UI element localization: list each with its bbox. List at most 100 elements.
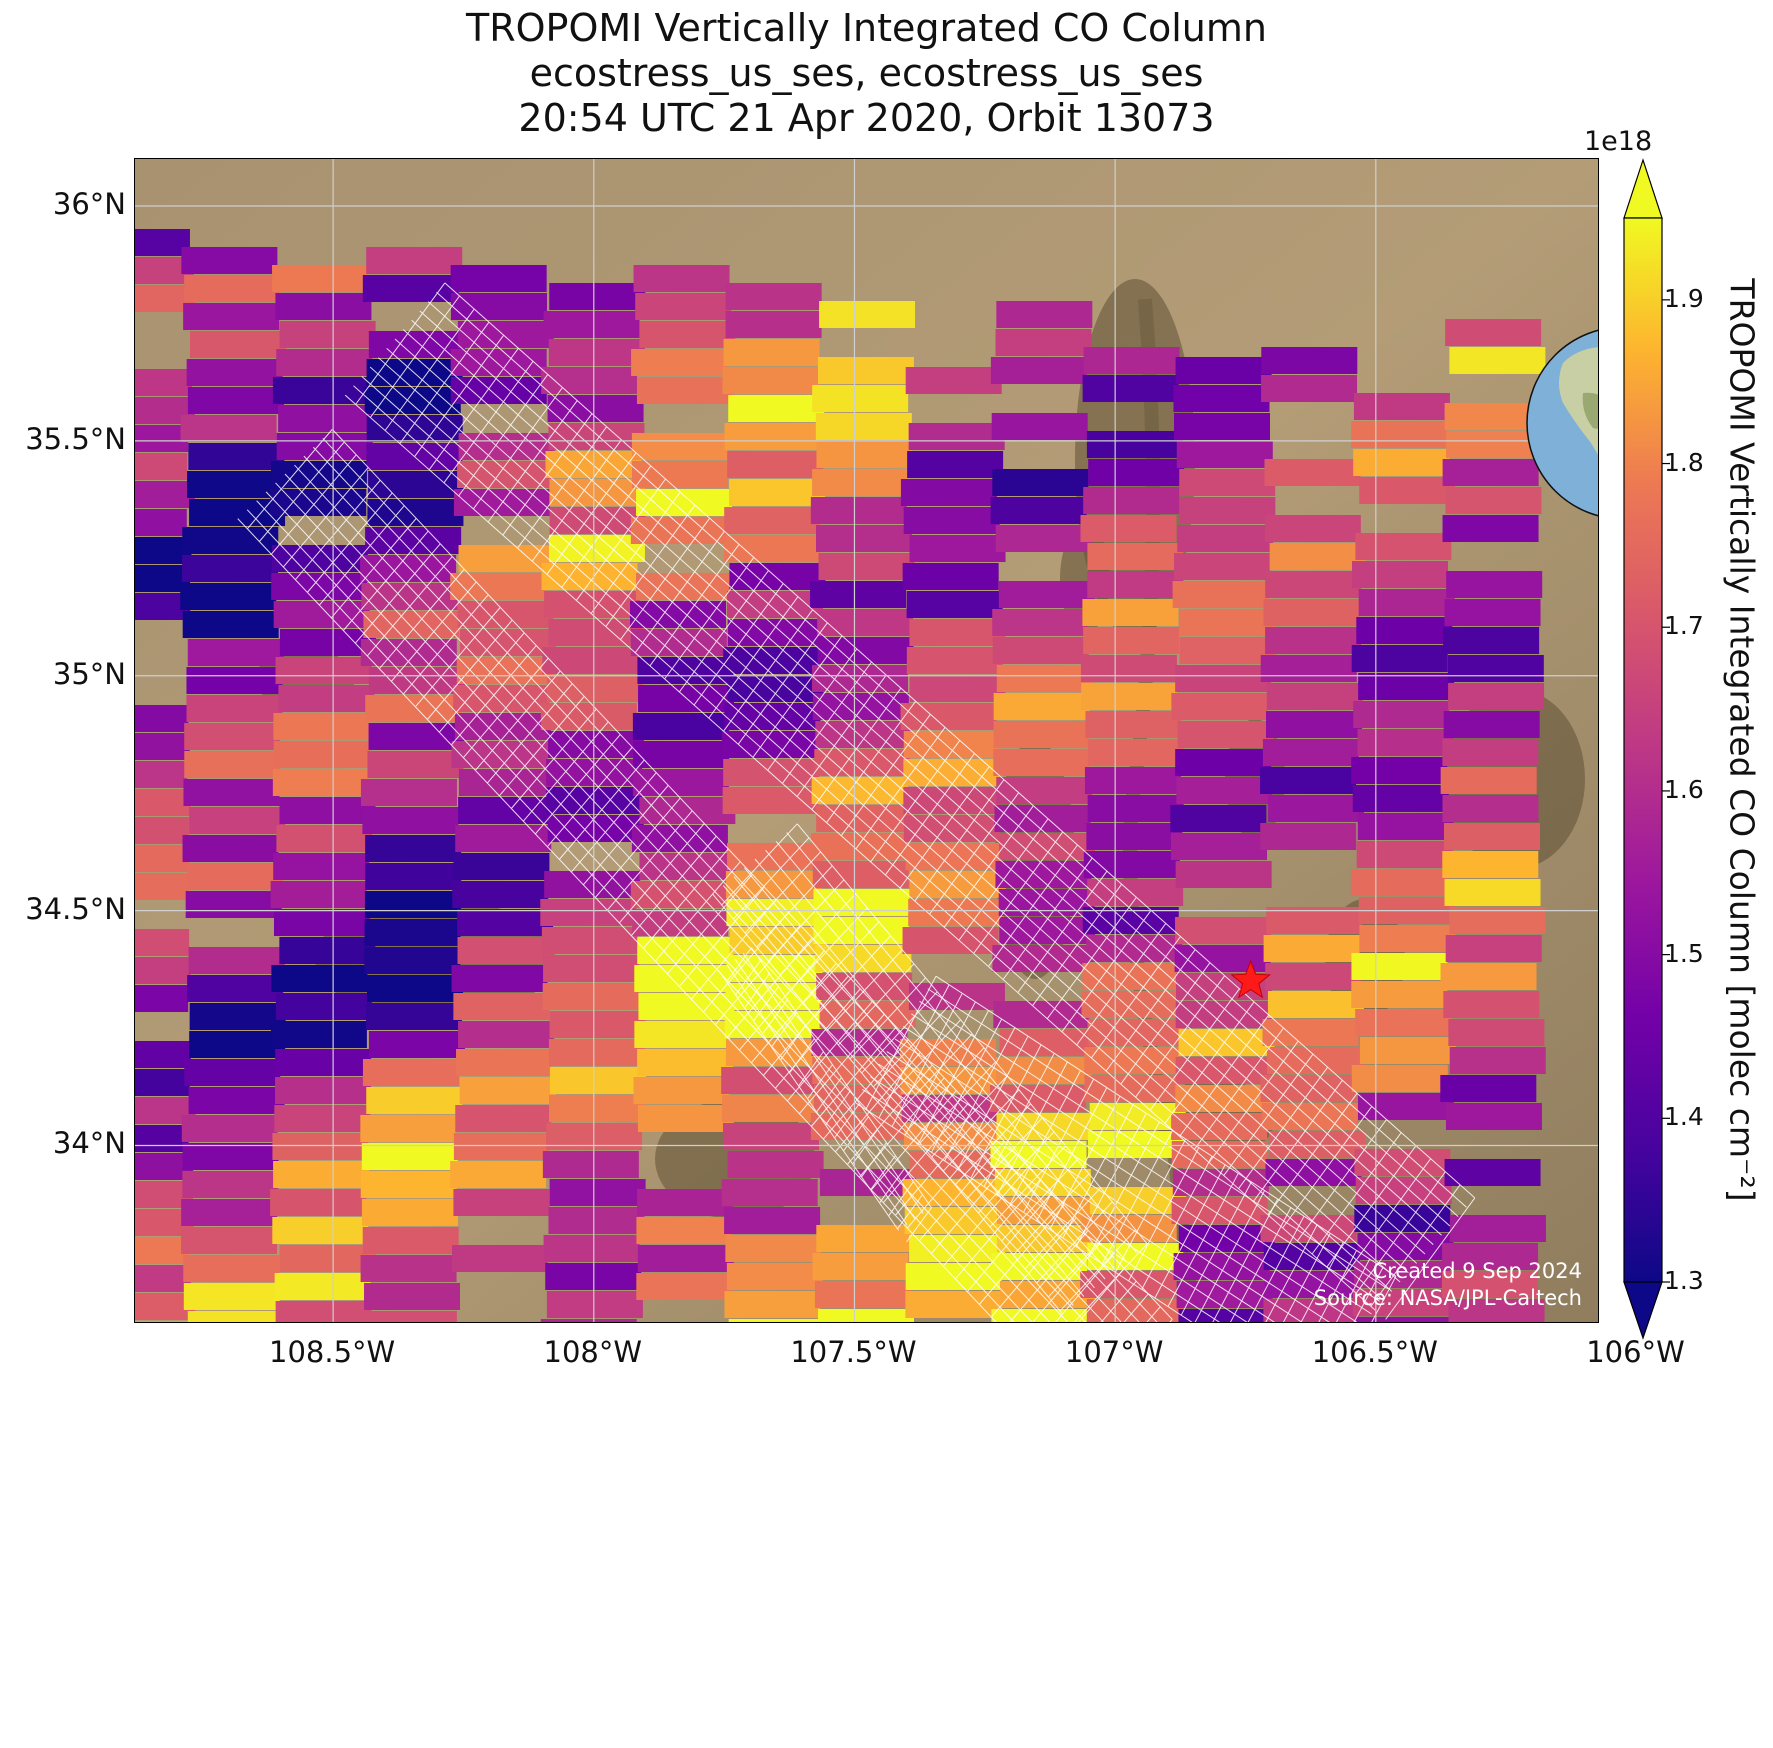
co-pixel — [360, 1171, 457, 1198]
colorbar-exponent: 1e18 — [1584, 126, 1653, 157]
co-pixel — [458, 797, 555, 824]
source-credit: Source: NASA/JPL-Caltech — [1313, 1286, 1582, 1310]
co-pixel — [819, 1001, 916, 1028]
co-pixel — [1356, 841, 1453, 868]
co-pixel — [1444, 599, 1541, 626]
colorbar-tick-label: 1.8 — [1664, 447, 1704, 477]
co-pixel — [819, 301, 916, 328]
swath-grid-line — [902, 1026, 1358, 1322]
co-pixel — [1357, 813, 1454, 840]
co-pixel — [727, 451, 824, 478]
co-pixel — [725, 311, 822, 338]
co-pixel — [1358, 1093, 1455, 1120]
co-pixel — [1359, 477, 1456, 504]
co-pixel — [547, 731, 644, 758]
co-pixel — [183, 1255, 280, 1282]
co-pixel — [366, 415, 463, 442]
ecostress-swath — [712, 823, 1148, 1322]
co-pixel — [186, 695, 283, 722]
co-pixel — [279, 797, 376, 824]
co-pixel — [1088, 459, 1185, 486]
co-pixel — [998, 581, 1095, 608]
co-pixel — [548, 1039, 645, 1066]
co-pixel — [272, 377, 369, 404]
co-pixel — [900, 703, 997, 730]
co-pixel — [906, 647, 1003, 674]
co-pixel — [547, 395, 644, 422]
co-pixel — [996, 777, 1093, 804]
co-pixel — [1441, 1271, 1538, 1298]
co-pixel — [1083, 627, 1180, 654]
co-pixel — [632, 713, 729, 740]
co-pixel — [1261, 347, 1358, 374]
co-pixel — [1267, 991, 1364, 1018]
colorbar-tick-label: 1.4 — [1664, 1102, 1704, 1132]
co-pixel — [1356, 617, 1453, 644]
co-pixel — [996, 301, 1093, 328]
co-pixel — [724, 535, 821, 562]
co-pixel — [1440, 767, 1537, 794]
co-pixel — [639, 321, 736, 348]
co-pixel — [272, 1133, 369, 1160]
co-pixel — [992, 637, 1089, 664]
swath-grid-line — [1371, 1275, 1397, 1322]
co-pixel — [182, 1171, 279, 1198]
co-pixel — [999, 1281, 1096, 1308]
swath-grid-line — [1385, 1197, 1476, 1320]
co-pixel — [276, 825, 373, 852]
co-pixel — [905, 843, 1002, 870]
swath-grid-line — [894, 1038, 1330, 1322]
lon-label: 106.5°W — [1311, 1335, 1438, 1369]
lon-label: 108.5°W — [269, 1335, 396, 1369]
co-pixel — [1351, 1065, 1448, 1092]
co-pixel — [548, 1207, 645, 1234]
co-pixel — [1081, 683, 1178, 710]
co-pixel — [366, 1087, 463, 1114]
co-pixel — [1353, 393, 1450, 420]
co-pixel — [1087, 1131, 1184, 1158]
co-pixel — [1083, 851, 1180, 878]
swath-grid-line — [394, 338, 1426, 1255]
co-pixel — [365, 695, 462, 722]
co-pixel — [812, 385, 909, 412]
co-pixel — [1083, 487, 1180, 514]
co-pixel — [548, 423, 645, 450]
co-pixel — [135, 1125, 189, 1152]
swath-grid-line — [733, 876, 1085, 1297]
co-pixel — [1265, 571, 1362, 598]
co-pixel — [549, 1011, 646, 1038]
co-pixel — [907, 451, 1004, 478]
co-pixel — [187, 975, 284, 1002]
co-pixel — [631, 349, 728, 376]
co-pixel — [1175, 1057, 1272, 1084]
swath-grid-line — [853, 1101, 1193, 1322]
co-pixel — [273, 909, 370, 936]
co-pixel — [1357, 729, 1454, 756]
co-pixel — [1355, 1009, 1452, 1036]
co-pixel — [909, 675, 1006, 702]
co-pixel — [1443, 711, 1540, 738]
co-pixel — [727, 1151, 824, 1178]
co-pixel — [1266, 683, 1363, 710]
co-pixel — [188, 443, 285, 470]
ecostress-swath — [344, 282, 1476, 1320]
co-pixel — [729, 479, 826, 506]
co-pixel — [1264, 515, 1361, 542]
co-pixel — [1265, 627, 1362, 654]
co-pixel — [273, 1161, 370, 1188]
co-pixel — [725, 283, 822, 310]
co-pixel — [909, 535, 1006, 562]
co-pixel — [454, 713, 551, 740]
co-pixel — [364, 919, 461, 946]
co-pixel — [540, 703, 637, 730]
co-pixel — [540, 899, 637, 926]
co-pixel — [1170, 833, 1267, 860]
co-pixel — [135, 705, 189, 732]
co-pixel — [1443, 627, 1540, 654]
co-pixel — [1175, 1001, 1272, 1028]
co-pixel — [636, 1217, 733, 1244]
co-pixel — [1177, 721, 1274, 748]
co-pixel — [186, 667, 283, 694]
co-pixel — [182, 611, 279, 638]
swath-grid-line — [331, 429, 1173, 1320]
